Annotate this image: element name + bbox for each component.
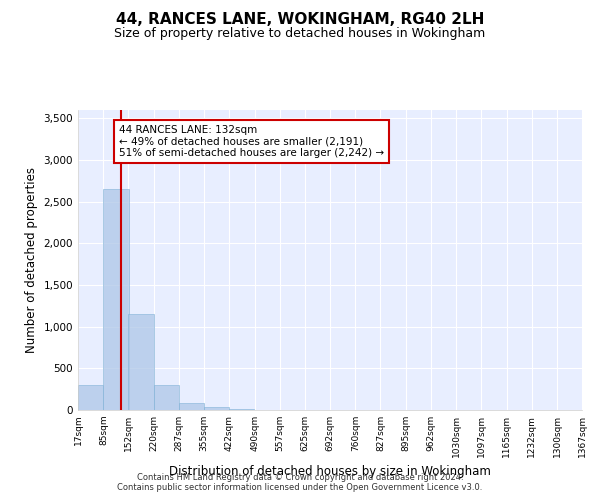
Bar	[154, 385, 179, 410]
Bar	[78, 385, 103, 410]
Bar	[179, 402, 204, 410]
Bar	[103, 189, 128, 410]
Bar	[128, 314, 154, 410]
Bar	[204, 407, 229, 410]
Y-axis label: Number of detached properties: Number of detached properties	[25, 167, 38, 353]
Text: Contains HM Land Registry data © Crown copyright and database right 2024.
Contai: Contains HM Land Registry data © Crown c…	[118, 473, 482, 492]
Text: 44 RANCES LANE: 132sqm
← 49% of detached houses are smaller (2,191)
51% of semi-: 44 RANCES LANE: 132sqm ← 49% of detached…	[119, 125, 384, 158]
Text: Size of property relative to detached houses in Wokingham: Size of property relative to detached ho…	[115, 28, 485, 40]
Text: 44, RANCES LANE, WOKINGHAM, RG40 2LH: 44, RANCES LANE, WOKINGHAM, RG40 2LH	[116, 12, 484, 28]
X-axis label: Distribution of detached houses by size in Wokingham: Distribution of detached houses by size …	[169, 466, 491, 478]
Bar	[229, 409, 254, 410]
